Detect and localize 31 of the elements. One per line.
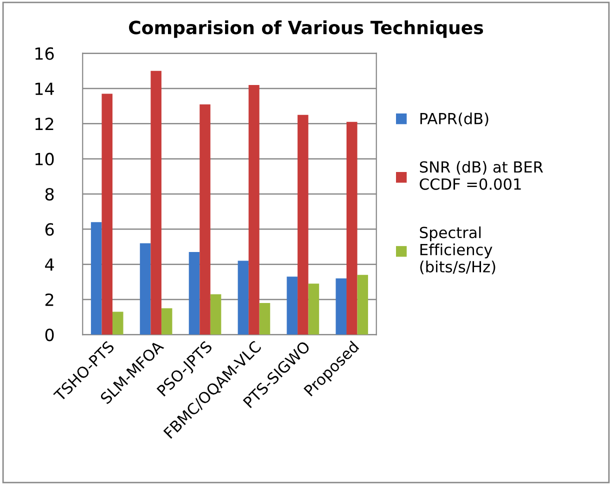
y-tick-label: 14 [35,82,54,95]
bar [140,243,151,335]
bar [200,104,210,335]
y-tick-label: 2 [45,293,54,306]
chart-title: Comparision of Various Techniques [129,20,484,38]
bar [112,312,124,335]
bar [259,303,270,335]
bar [357,274,368,335]
bar [188,252,200,335]
y-tick-label: 12 [35,118,54,130]
bar [248,84,260,335]
bar [210,294,222,335]
bar [308,284,320,335]
bar [298,114,308,335]
bar [346,122,358,335]
bar [102,94,112,335]
y-tick-label: 8 [45,188,54,201]
bar [286,276,298,335]
y-tick-label: 0 [45,328,54,342]
legend-label: Spectral Efficiency (bits/s/Hz) [420,226,496,274]
legend-label: PAPR(dB) [420,112,488,126]
legend-label: SNR (dB) at BER CCDF =0.001 [420,160,543,190]
y-tick-label: 4 [45,258,54,271]
bar [161,308,172,335]
bar [90,222,102,335]
bar [150,70,162,335]
y-tick-label: 6 [45,223,54,236]
bar [336,278,347,335]
y-tick-label: 16 [35,47,54,60]
y-tick-label: 10 [35,152,54,166]
bar [238,260,249,335]
